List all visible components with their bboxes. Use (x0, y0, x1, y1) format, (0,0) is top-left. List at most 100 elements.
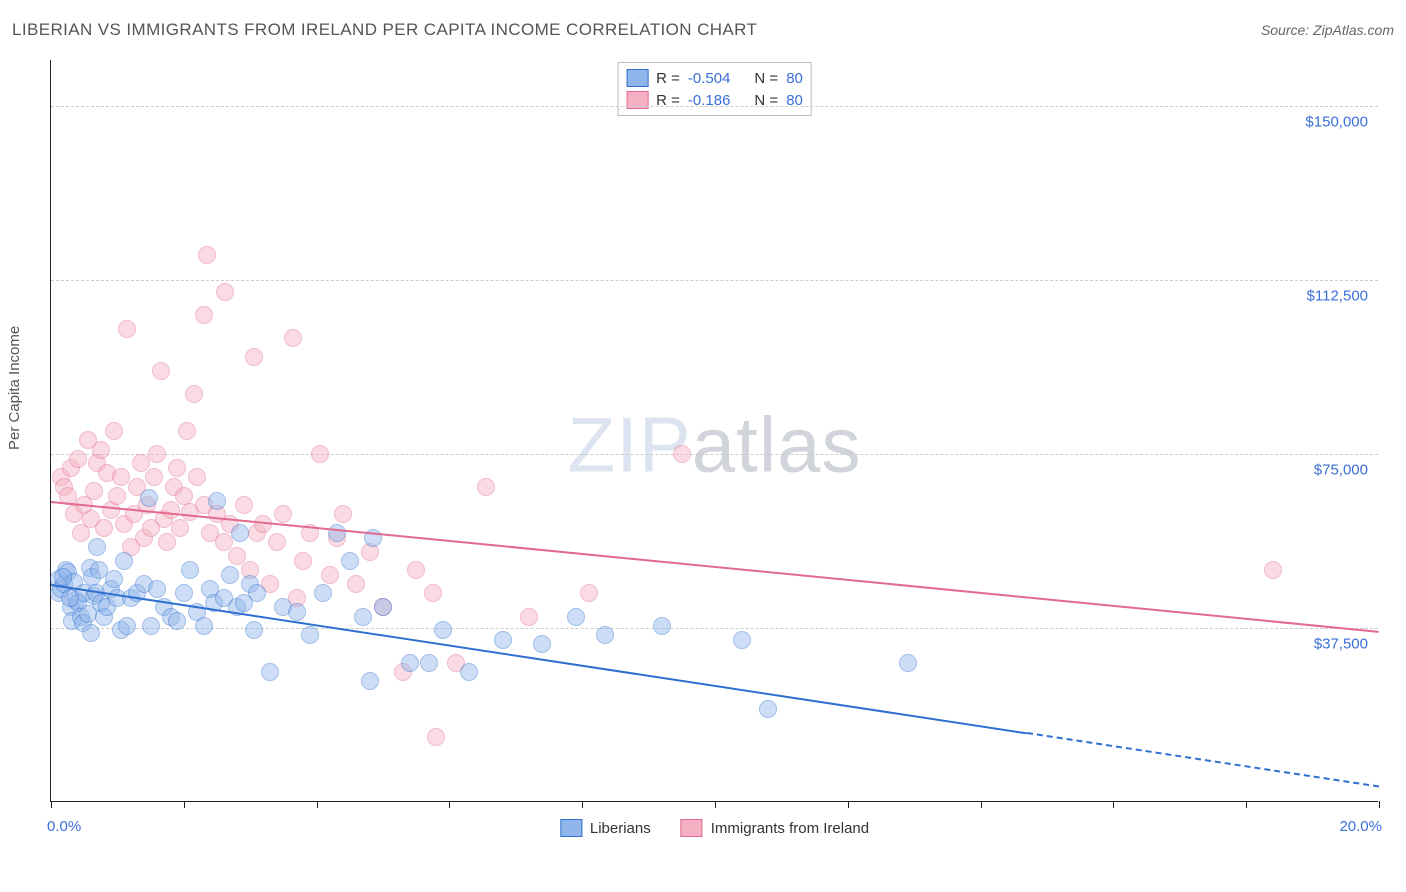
x-tick (51, 801, 52, 808)
data-point (759, 700, 777, 718)
data-point (105, 422, 123, 440)
r-value-liberians: -0.504 (688, 70, 731, 87)
data-point (424, 584, 442, 602)
data-point (1264, 561, 1282, 579)
data-point (171, 519, 189, 537)
data-point (148, 580, 166, 598)
x-tick (1246, 801, 1247, 808)
data-point (198, 246, 216, 264)
data-point (175, 584, 193, 602)
data-point (520, 608, 538, 626)
data-point (460, 663, 478, 681)
data-point (118, 617, 136, 635)
data-point (69, 450, 87, 468)
r-label: R = (656, 70, 680, 87)
data-point (178, 422, 196, 440)
title-row: LIBERIAN VS IMMIGRANTS FROM IRELAND PER … (12, 20, 1394, 40)
data-point (181, 561, 199, 579)
data-point (354, 608, 372, 626)
corr-row-ireland: R = -0.186 N = 80 (626, 89, 803, 111)
x-tick (981, 801, 982, 808)
data-point (314, 584, 332, 602)
watermark: ZIPatlas (567, 400, 861, 491)
data-point (328, 524, 346, 542)
y-tick-label: $150,000 (1301, 113, 1372, 132)
data-point (142, 617, 160, 635)
data-point (341, 552, 359, 570)
data-point (162, 501, 180, 519)
gridline (51, 454, 1378, 455)
y-tick-label: $75,000 (1310, 461, 1372, 480)
legend-swatch-liberians (560, 819, 582, 837)
data-point (208, 492, 226, 510)
swatch-liberians (626, 69, 648, 87)
data-point (407, 561, 425, 579)
data-point (284, 329, 302, 347)
data-point (85, 482, 103, 500)
corr-row-liberians: R = -0.504 N = 80 (626, 67, 803, 89)
legend-label-ireland: Immigrants from Ireland (711, 820, 869, 837)
trend-line (51, 584, 1027, 734)
legend-item-liberians: Liberians (560, 819, 651, 837)
data-point (401, 654, 419, 672)
x-tick (184, 801, 185, 808)
data-point (334, 505, 352, 523)
data-point (653, 617, 671, 635)
data-point (168, 612, 186, 630)
data-point (231, 524, 249, 542)
data-point (168, 459, 186, 477)
x-max-label: 20.0% (1339, 818, 1382, 835)
data-point (221, 566, 239, 584)
data-point (533, 635, 551, 653)
data-point (140, 489, 158, 507)
x-tick (1113, 801, 1114, 808)
data-point (288, 603, 306, 621)
data-point (118, 320, 136, 338)
gridline (51, 280, 1378, 281)
correlation-box: R = -0.504 N = 80 R = -0.186 N = 80 (617, 62, 812, 116)
data-point (195, 617, 213, 635)
data-point (145, 468, 163, 486)
data-point (188, 468, 206, 486)
data-point (105, 570, 123, 588)
data-point (158, 533, 176, 551)
n-value-liberians: 80 (786, 70, 803, 87)
data-point (235, 496, 253, 514)
data-point (61, 589, 79, 607)
data-point (301, 626, 319, 644)
data-point (733, 631, 751, 649)
chart-container: LIBERIAN VS IMMIGRANTS FROM IRELAND PER … (0, 0, 1406, 892)
data-point (216, 283, 234, 301)
data-point (347, 575, 365, 593)
y-tick-label: $37,500 (1310, 635, 1372, 654)
trend-line (1027, 732, 1379, 787)
n-label: N = (754, 70, 778, 87)
watermark-thin: atlas (692, 401, 862, 489)
x-tick (1379, 801, 1380, 808)
x-tick (449, 801, 450, 808)
data-point (82, 624, 100, 642)
data-point (567, 608, 585, 626)
data-point (596, 626, 614, 644)
x-tick (848, 801, 849, 808)
data-point (148, 445, 166, 463)
data-point (108, 487, 126, 505)
data-point (261, 663, 279, 681)
data-point (494, 631, 512, 649)
legend-label-liberians: Liberians (590, 820, 651, 837)
data-point (195, 306, 213, 324)
data-point (245, 621, 263, 639)
data-point (374, 598, 392, 616)
data-point (268, 533, 286, 551)
legend-item-ireland: Immigrants from Ireland (681, 819, 869, 837)
chart-title: LIBERIAN VS IMMIGRANTS FROM IRELAND PER … (12, 20, 757, 40)
data-point (321, 566, 339, 584)
y-tick-label: $112,500 (1303, 287, 1372, 306)
data-point (54, 568, 72, 586)
data-point (152, 362, 170, 380)
legend: Liberians Immigrants from Ireland (560, 819, 869, 837)
data-point (115, 552, 133, 570)
data-point (92, 441, 110, 459)
data-point (434, 621, 452, 639)
data-point (95, 519, 113, 537)
